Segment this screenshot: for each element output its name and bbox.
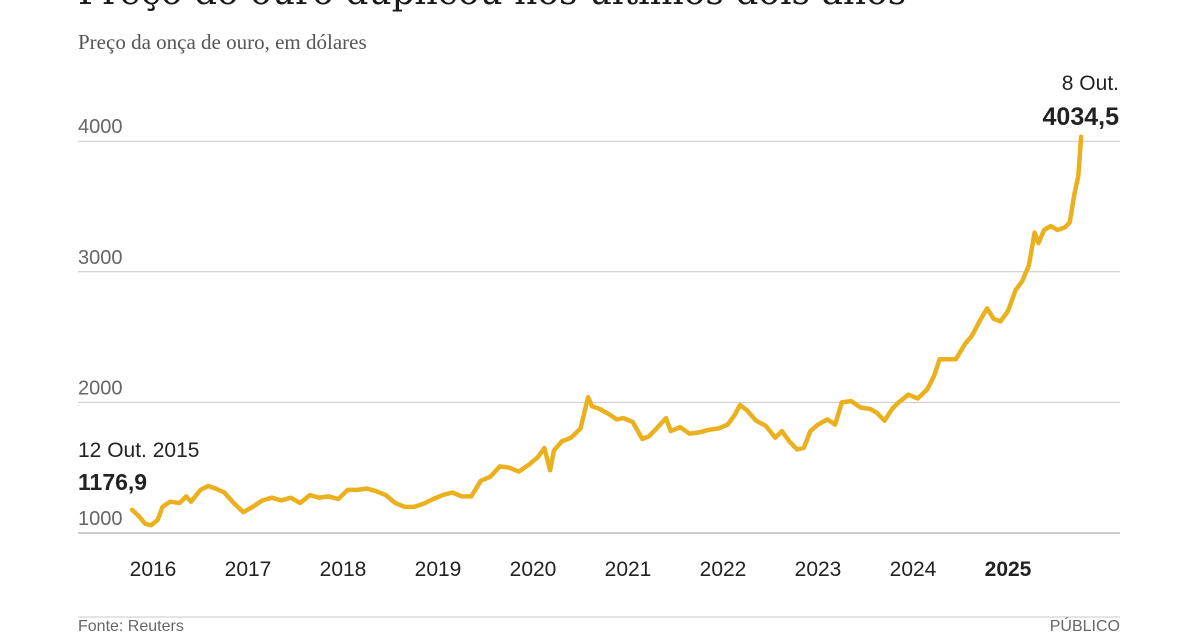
y-tick-label: 3000	[78, 247, 123, 269]
x-tick-label: 2021	[605, 558, 652, 581]
chart-title: Preço do ouro duplicou nos últimos dois …	[78, 0, 906, 13]
x-tick-label: 2016	[130, 558, 177, 581]
x-tick-label: 2022	[700, 558, 747, 581]
y-tick-label: 1000	[78, 508, 123, 530]
end-date-label: 8 Out.	[1062, 72, 1119, 95]
x-tick-label: 2024	[890, 558, 937, 581]
line-layer	[129, 134, 1084, 528]
start-date-label: 12 Out. 2015	[78, 439, 199, 462]
end-value-label: 4034,5	[1043, 103, 1120, 131]
x-tick-label: 2017	[225, 558, 272, 581]
x-tick-label: 2019	[415, 558, 462, 581]
x-tick-label: 2025	[985, 558, 1032, 581]
chart-subtitle: Preço da onça de ouro, em dólares	[78, 30, 367, 54]
y-tick-label: 2000	[78, 377, 123, 399]
y-tick-label: 4000	[78, 116, 123, 138]
brand-logo: PÚBLICO	[1049, 618, 1120, 635]
x-tick-label: 2020	[510, 558, 557, 581]
source-note: Fonte: Reuters	[78, 618, 184, 635]
x-tick-label: 2023	[795, 558, 842, 581]
start-value-label: 1176,9	[78, 469, 147, 495]
gold-price-line	[129, 134, 1084, 528]
label-layer: 1000 2000 3000 4000 2016 2017 2018 2019 2020 2021…	[78, 72, 1119, 581]
grid-layer	[78, 140, 1120, 618]
x-tick-label: 2018	[320, 558, 367, 581]
